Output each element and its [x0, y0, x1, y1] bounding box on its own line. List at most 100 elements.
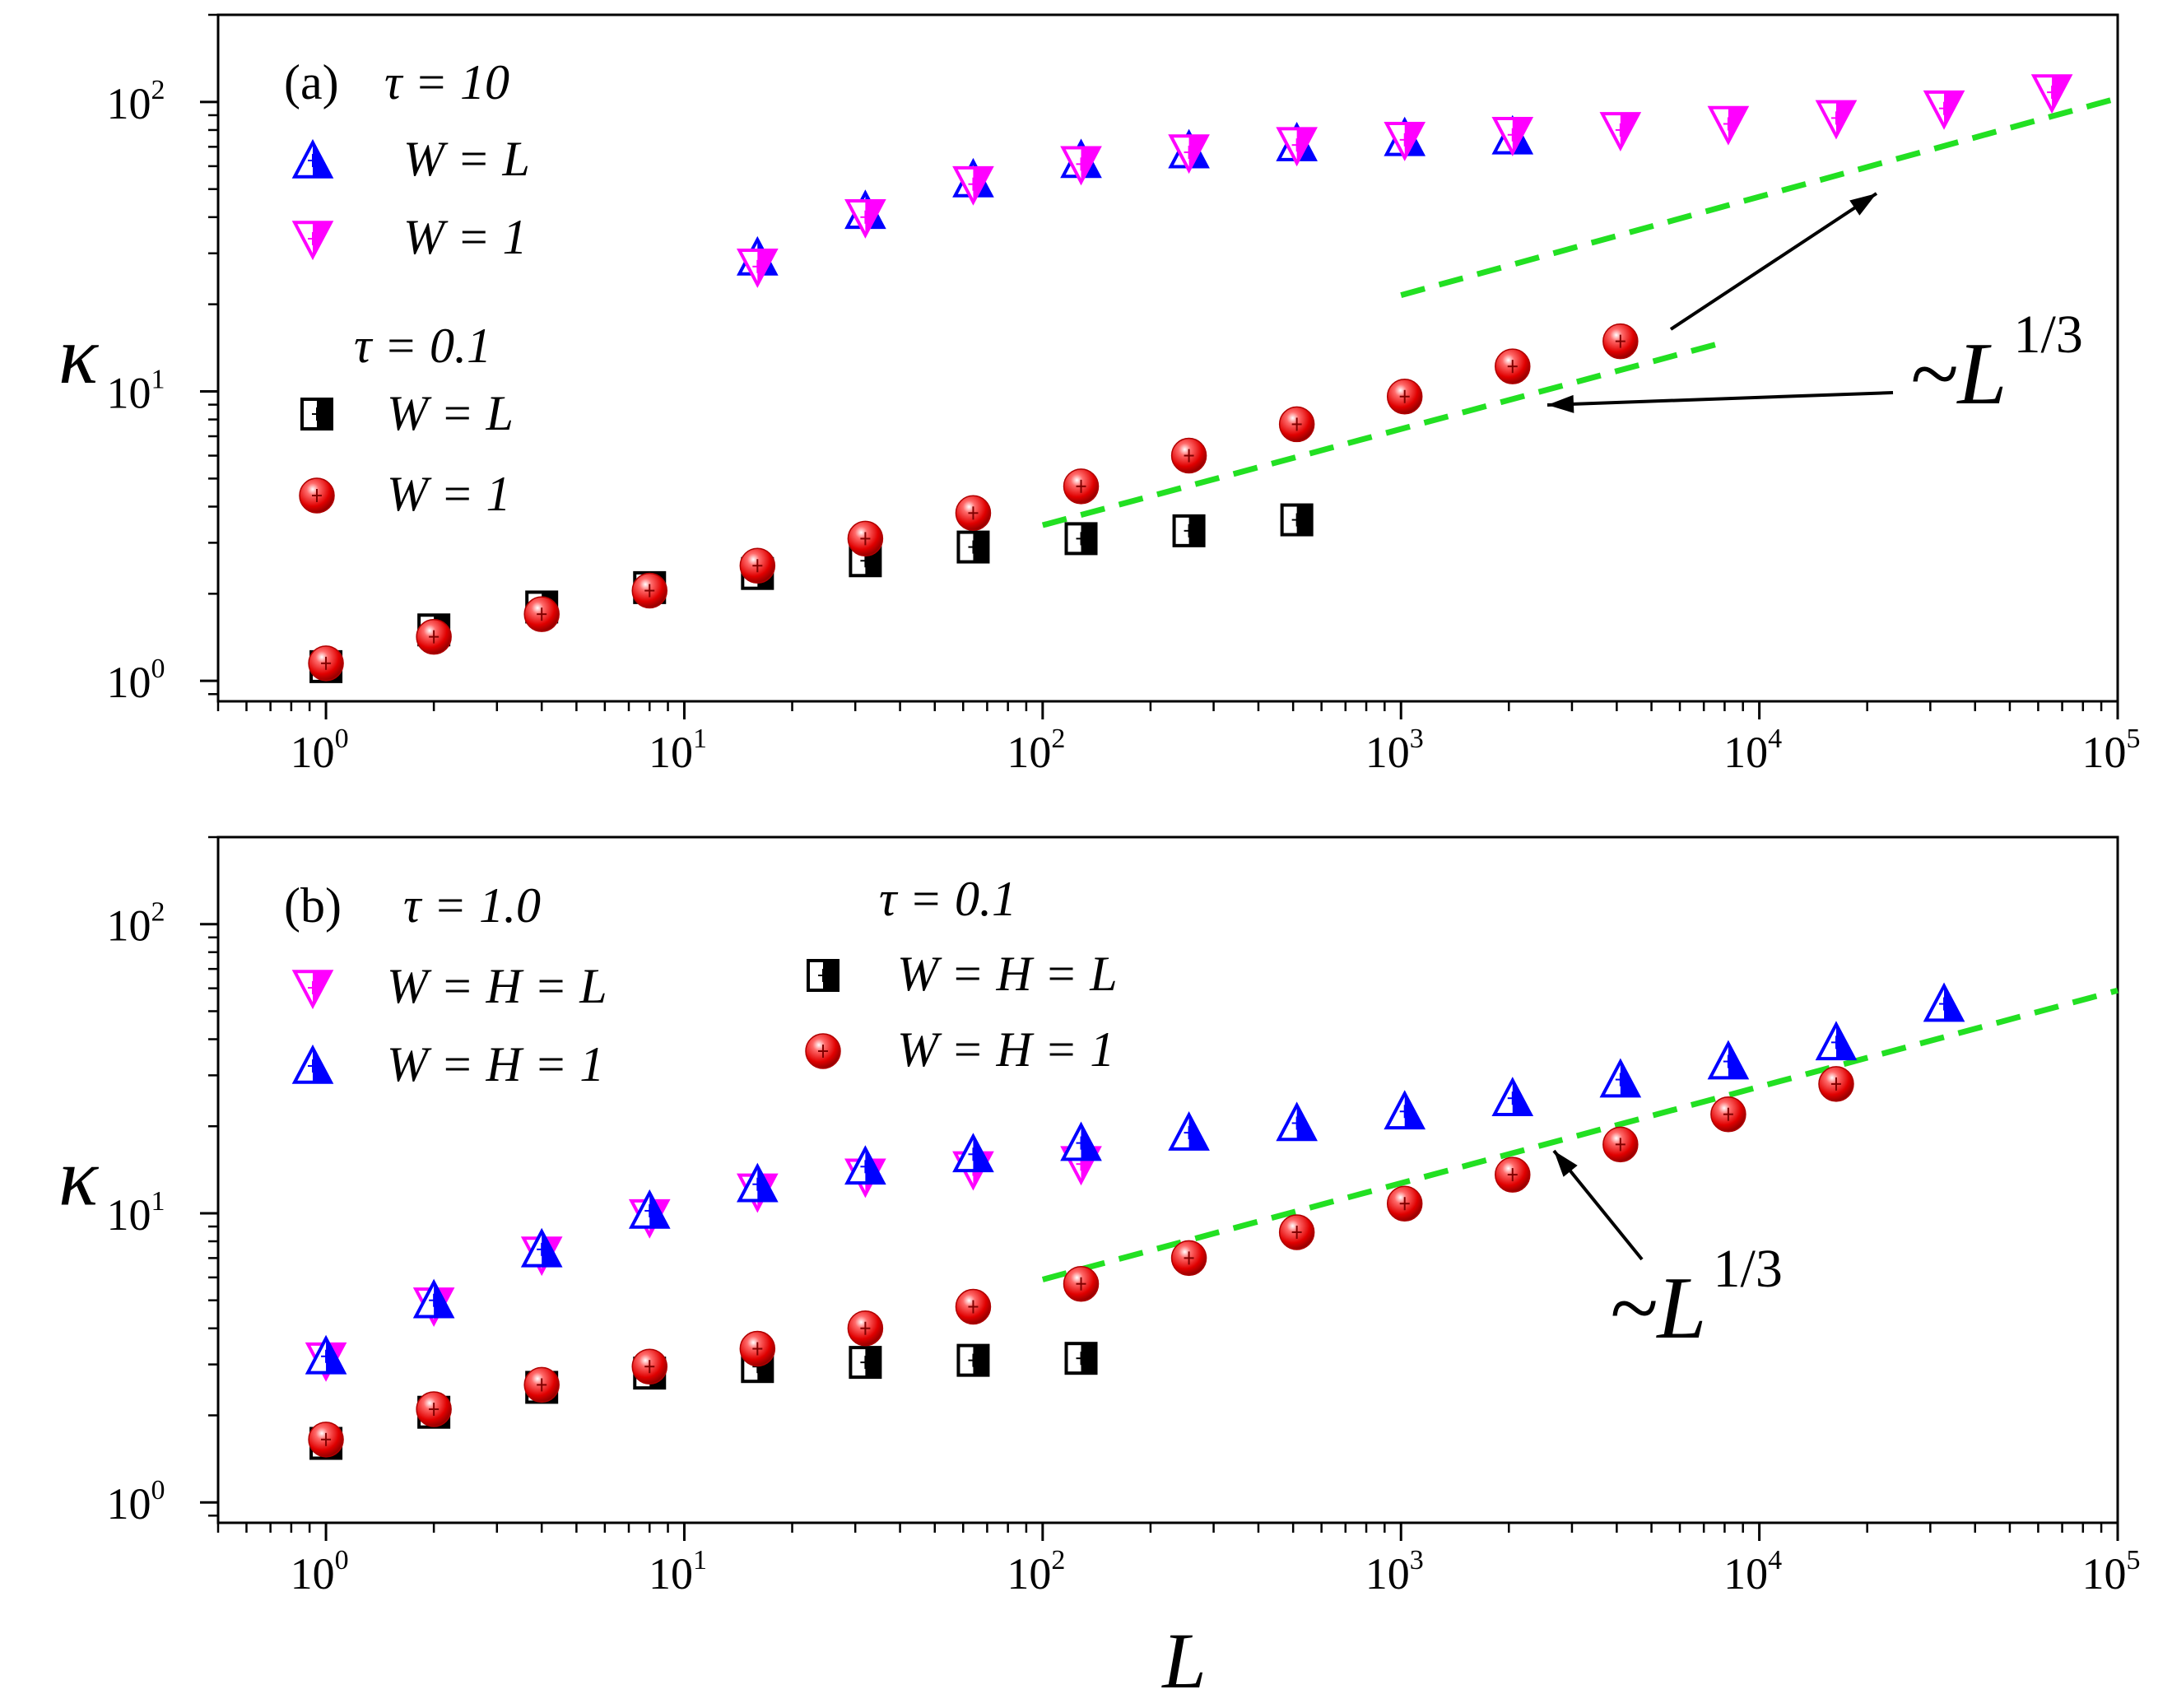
x-tick-label: 101 [649, 1545, 707, 1599]
scaling-annotation: ~L 1/3 [1909, 305, 2083, 423]
series-half-square [309, 503, 1314, 683]
legend-entry-label: W = H = L [897, 947, 1118, 1001]
series-sphere [308, 1066, 1854, 1458]
panel-b: 100 101 102 103 104 105 100 101 102 κ L (b) τ = 1.0 W… [58, 835, 2141, 1705]
legend-group-title: τ = 0.1 [879, 872, 1016, 926]
data-point [1923, 90, 1965, 130]
data-point [631, 572, 668, 609]
y-axis-title: κ [58, 1132, 100, 1223]
data-point [1384, 1090, 1426, 1130]
data-point [737, 1162, 779, 1203]
y-tick-label: 102 [107, 75, 165, 128]
x-tick-label: 104 [1723, 1545, 1782, 1599]
data-point [1495, 348, 1531, 384]
legend-marker [291, 1044, 334, 1084]
data-point [1707, 1040, 1750, 1080]
arrowhead [1554, 1151, 1578, 1177]
data-point [1278, 406, 1315, 443]
x-tick-label: 102 [1007, 724, 1065, 777]
data-point [1710, 1096, 1746, 1133]
fit-line-l13 [1400, 95, 2119, 298]
data-point [844, 198, 886, 239]
annotation-arrow [1546, 391, 1894, 407]
data-point [847, 1310, 884, 1347]
y-tick-label: 101 [107, 1186, 165, 1240]
legend-entry-label: W = H = 1 [387, 1037, 604, 1091]
y-tick-label: 101 [107, 365, 165, 418]
arrowhead [1849, 193, 1877, 216]
legend-marker [299, 477, 335, 514]
scaling-annotation: ~L 1/3 [1609, 1239, 1783, 1357]
data-point [1815, 100, 1858, 140]
data-point [416, 618, 452, 655]
legend-marker [805, 1033, 841, 1069]
data-point [1599, 112, 1642, 152]
data-point [631, 1348, 668, 1385]
data-point [739, 547, 776, 584]
data-point [952, 165, 994, 206]
series-triangle-down [305, 1146, 1102, 1382]
series-triangle-up [305, 982, 1965, 1375]
data-point [416, 1391, 452, 1427]
data-point [955, 1288, 992, 1325]
data-point [1602, 323, 1639, 360]
data-point [520, 1227, 563, 1268]
x-tick-label: 100 [291, 724, 349, 777]
data-point [1384, 122, 1426, 161]
data-point [1170, 437, 1207, 474]
data-point [628, 1189, 671, 1229]
plot-frame [216, 835, 2119, 1524]
data-point [1060, 146, 1102, 186]
panel-label: (b) [284, 878, 342, 933]
data-point [1170, 1240, 1207, 1277]
data-point [1386, 1185, 1423, 1222]
legend-entry-label: W = L [403, 132, 530, 186]
data-point [739, 1330, 776, 1367]
y-tick-label: 102 [107, 897, 165, 951]
data-point [952, 1133, 994, 1173]
data-point [956, 1343, 990, 1377]
series-triangle-down [737, 74, 2073, 288]
data-point [955, 495, 992, 532]
x-tick-label: 102 [1007, 1545, 1065, 1599]
data-point [1064, 1342, 1098, 1375]
fit-line-l13 [1041, 987, 2119, 1282]
fit-line-l13 [1041, 339, 1726, 528]
data-point [1276, 1101, 1318, 1142]
legend-marker [291, 221, 334, 261]
x-tick-label: 103 [1365, 1545, 1424, 1599]
data-point [1707, 105, 1750, 146]
x-tick-label: 105 [2082, 724, 2141, 777]
data-point [1168, 134, 1210, 175]
data-point [1168, 1110, 1210, 1151]
legend-group-title: τ = 10 [384, 55, 509, 109]
x-tick-label: 105 [2082, 1545, 2141, 1599]
data-point [1060, 1121, 1102, 1161]
data-point [1495, 1157, 1531, 1193]
data-point [1278, 1214, 1315, 1250]
data-point [737, 249, 779, 288]
data-point [1280, 503, 1314, 537]
data-point [1491, 1077, 1534, 1116]
data-point [1063, 468, 1100, 505]
legend-entry-label: W = H = 1 [897, 1022, 1114, 1077]
y-tick-label: 100 [107, 654, 165, 707]
data-point [1172, 514, 1206, 547]
x-axis-title: L [1160, 1617, 1206, 1705]
y-tick-label: 100 [107, 1475, 165, 1529]
data-point [1276, 127, 1318, 167]
data-point [1491, 116, 1534, 156]
panel-label: (a) [284, 55, 339, 109]
legend-entry-label: W = H = L [387, 959, 607, 1013]
legend-entry-label: W = 1 [403, 210, 527, 264]
legend-entry-label: W = L [387, 386, 514, 440]
data-point [1064, 522, 1098, 556]
x-tick-label: 101 [649, 724, 707, 777]
data-point [1923, 982, 1965, 1022]
arrowhead [1547, 394, 1574, 413]
data-point [1602, 1126, 1639, 1163]
legend-group-title: τ = 0.1 [354, 319, 491, 373]
x-tick-label: 100 [291, 1545, 349, 1599]
data-point [849, 1346, 882, 1380]
